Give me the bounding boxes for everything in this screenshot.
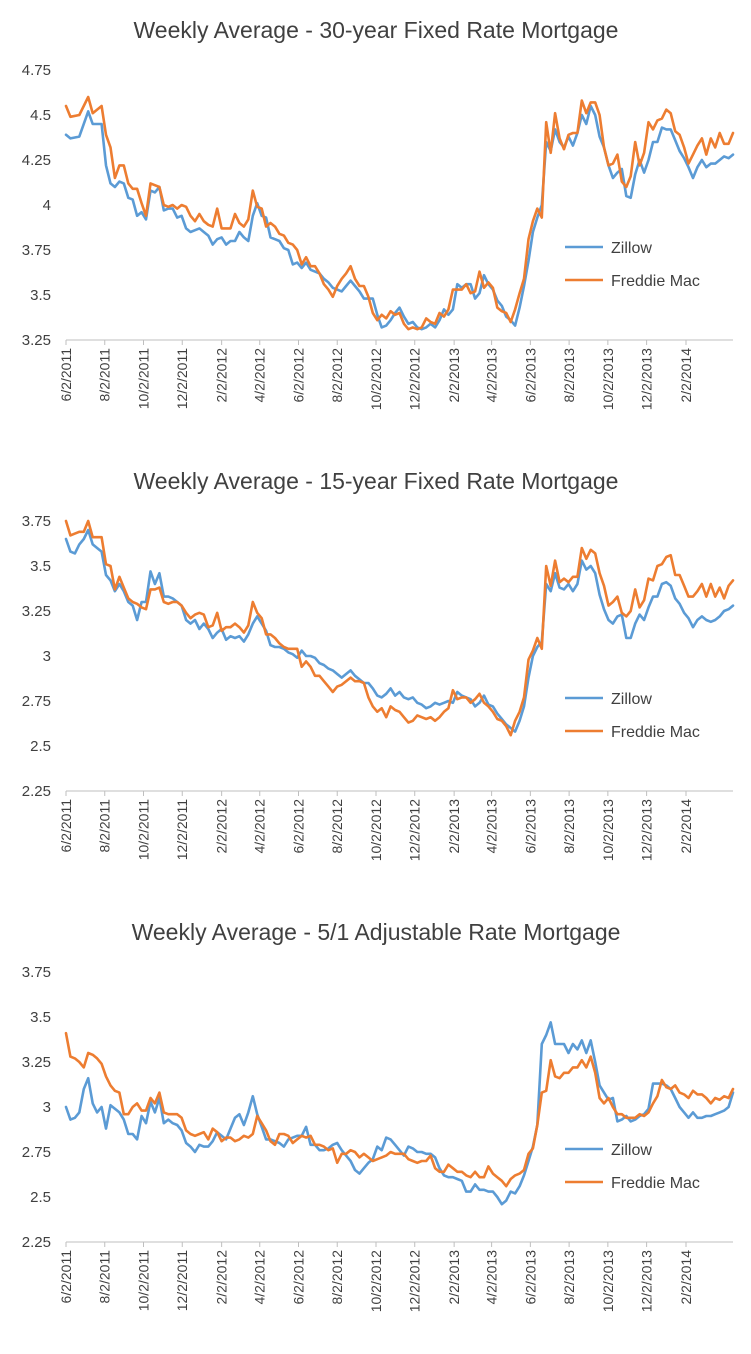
- y-tick-label: 2.25: [22, 783, 51, 800]
- x-tick-label: 2/2/2014: [678, 799, 694, 854]
- legend-label-zillow: Zillow: [611, 691, 652, 708]
- x-tick-label: 10/2/2013: [600, 1250, 616, 1312]
- chart-5-1-arm: Weekly Average - 5/1 Adjustable Rate Mor…: [22, 919, 735, 1312]
- y-tick-label: 2.75: [22, 1144, 51, 1161]
- x-tick-label: 6/2/2011: [58, 348, 74, 402]
- x-tick-label: 6/2/2013: [522, 1250, 538, 1305]
- series-line-freddie-mac: [64, 1031, 735, 1188]
- x-tick-label: 8/2/2011: [97, 348, 113, 402]
- legend-label-freddie-mac: Freddie Mac: [611, 1175, 700, 1192]
- x-tick-label: 10/2/2012: [368, 348, 384, 410]
- series-line-zillow: [64, 1021, 735, 1206]
- x-tick-label: 6/2/2011: [58, 1250, 74, 1304]
- y-tick-label: 4.5: [30, 107, 51, 124]
- y-tick-label: 4: [43, 197, 51, 214]
- series-line-zillow: [64, 104, 735, 331]
- y-tick-label: 3.25: [22, 332, 51, 349]
- y-tick-label: 3: [43, 648, 51, 665]
- y-tick-label: 3.75: [22, 964, 51, 981]
- y-tick-label: 3.25: [22, 1054, 51, 1071]
- chart-panel-15yr: Weekly Average - 15-year Fixed Rate Mort…: [0, 451, 751, 902]
- x-tick-label: 2/2/2012: [214, 348, 230, 403]
- x-tick-label: 10/2/2013: [600, 799, 616, 861]
- y-tick-label: 2.5: [30, 738, 51, 755]
- y-tick-label: 3: [43, 1099, 51, 1116]
- x-tick-label: 12/2/2013: [639, 1250, 655, 1312]
- x-tick-label: 10/2/2012: [368, 1250, 384, 1312]
- x-tick-label: 2/2/2014: [678, 1250, 694, 1305]
- x-tick-label: 12/2/2013: [639, 348, 655, 410]
- y-tick-label: 4.75: [22, 62, 51, 79]
- legend-label-zillow: Zillow: [611, 240, 652, 257]
- x-tick-label: 4/2/2013: [484, 348, 500, 403]
- x-tick-label: 8/2/2012: [329, 348, 345, 403]
- legend-label-freddie-mac: Freddie Mac: [611, 724, 700, 741]
- chart-title: Weekly Average - 15-year Fixed Rate Mort…: [134, 468, 619, 494]
- x-tick-label: 4/2/2012: [252, 348, 268, 403]
- x-tick-label: 2/2/2013: [446, 348, 462, 403]
- x-tick-label: 6/2/2012: [290, 348, 306, 403]
- x-tick-label: 10/2/2011: [135, 1250, 151, 1311]
- y-tick-label: 3.25: [22, 603, 51, 620]
- x-tick-label: 8/2/2011: [97, 1250, 113, 1304]
- x-tick-label: 6/2/2013: [522, 799, 538, 854]
- x-tick-label: 2/2/2012: [214, 1250, 230, 1305]
- chart-30yr: Weekly Average - 30-year Fixed Rate Mort…: [22, 17, 735, 410]
- x-tick-label: 10/2/2011: [135, 348, 151, 409]
- x-tick-label: 2/2/2013: [446, 1250, 462, 1305]
- x-tick-label: 4/2/2013: [484, 1250, 500, 1305]
- y-tick-label: 4.25: [22, 152, 51, 169]
- y-tick-label: 2.75: [22, 693, 51, 710]
- x-tick-label: 6/2/2013: [522, 348, 538, 403]
- chart-panel-30yr: Weekly Average - 30-year Fixed Rate Mort…: [0, 0, 751, 451]
- x-tick-label: 8/2/2013: [561, 1250, 577, 1305]
- x-tick-label: 12/2/2011: [174, 799, 190, 860]
- x-tick-label: 10/2/2013: [600, 348, 616, 410]
- legend-label-freddie-mac: Freddie Mac: [611, 273, 700, 290]
- x-tick-label: 4/2/2012: [252, 799, 268, 854]
- x-tick-label: 6/2/2011: [58, 799, 74, 853]
- x-tick-label: 4/2/2012: [252, 1250, 268, 1305]
- x-tick-label: 6/2/2012: [290, 1250, 306, 1305]
- x-tick-label: 8/2/2013: [561, 348, 577, 403]
- x-tick-label: 8/2/2013: [561, 799, 577, 854]
- series-line-freddie-mac: [64, 519, 735, 737]
- series-line-freddie-mac: [64, 95, 735, 331]
- y-tick-label: 2.5: [30, 1189, 51, 1206]
- chart-panel-5-1-arm: Weekly Average - 5/1 Adjustable Rate Mor…: [0, 902, 751, 1353]
- x-tick-label: 12/2/2012: [407, 348, 423, 410]
- y-tick-label: 3.5: [30, 558, 51, 575]
- x-tick-label: 12/2/2012: [407, 1250, 423, 1312]
- x-tick-label: 12/2/2011: [174, 348, 190, 409]
- x-tick-label: 6/2/2012: [290, 799, 306, 854]
- legend-label-zillow: Zillow: [611, 1142, 652, 1159]
- x-tick-label: 10/2/2012: [368, 799, 384, 861]
- x-tick-label: 2/2/2012: [214, 799, 230, 854]
- chart-15yr: Weekly Average - 15-year Fixed Rate Mort…: [22, 468, 735, 861]
- y-tick-label: 3.5: [30, 287, 51, 304]
- x-tick-label: 2/2/2013: [446, 799, 462, 854]
- x-tick-label: 8/2/2012: [329, 799, 345, 854]
- y-tick-label: 3.5: [30, 1009, 51, 1026]
- chart-title: Weekly Average - 30-year Fixed Rate Mort…: [134, 17, 619, 43]
- y-tick-label: 3.75: [22, 513, 51, 530]
- chart-title: Weekly Average - 5/1 Adjustable Rate Mor…: [132, 919, 621, 945]
- x-tick-label: 12/2/2011: [174, 1250, 190, 1311]
- x-tick-label: 4/2/2013: [484, 799, 500, 854]
- x-tick-label: 12/2/2013: [639, 799, 655, 861]
- x-tick-label: 10/2/2011: [135, 799, 151, 860]
- y-tick-label: 3.75: [22, 242, 51, 259]
- x-tick-label: 12/2/2012: [407, 799, 423, 861]
- y-tick-label: 2.25: [22, 1234, 51, 1251]
- x-tick-label: 2/2/2014: [678, 348, 694, 403]
- x-tick-label: 8/2/2011: [97, 799, 113, 853]
- x-tick-label: 8/2/2012: [329, 1250, 345, 1305]
